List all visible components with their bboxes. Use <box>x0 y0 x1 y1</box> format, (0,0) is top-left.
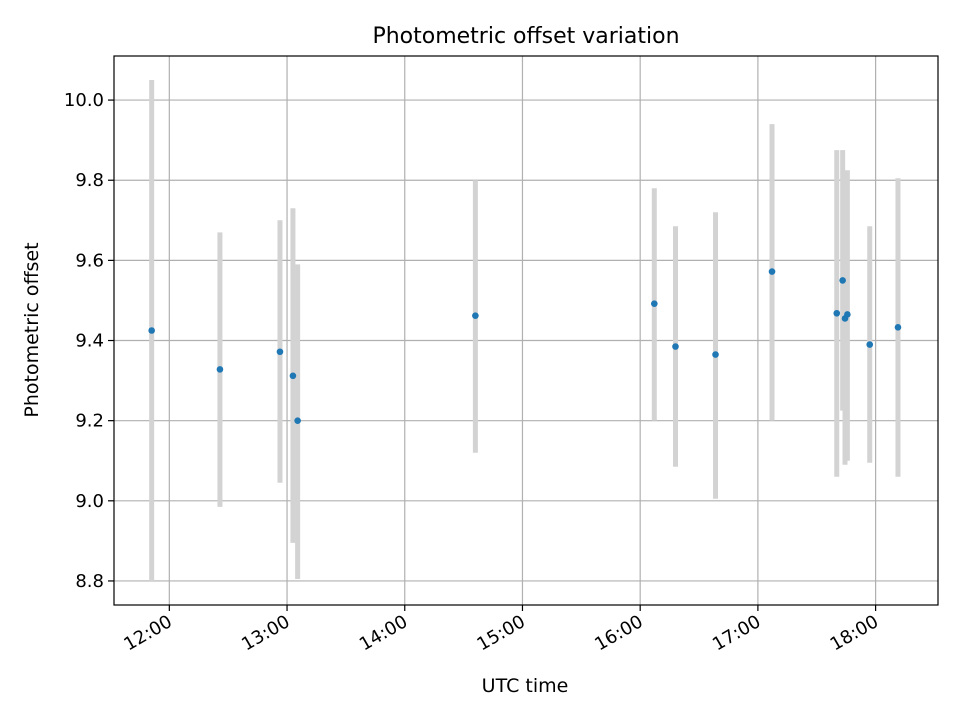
data-point <box>472 312 479 319</box>
y-tick-label: 8.8 <box>75 571 104 592</box>
y-tick-label: 10.0 <box>64 90 104 111</box>
data-point <box>894 323 902 331</box>
data-point <box>276 348 284 356</box>
data-point <box>216 366 224 373</box>
y-tick-label: 9.4 <box>75 331 104 352</box>
data-point <box>839 277 846 284</box>
y-axis-ticks: 8.8 9.0 9.2 9.4 9.6 9.8 10.0 <box>64 90 114 592</box>
data-point <box>294 417 301 424</box>
plot-frame <box>113 55 939 606</box>
y-tick-label: 9.6 <box>75 250 104 271</box>
data-point <box>768 268 776 275</box>
chart-title: Photometric offset variation <box>372 24 679 49</box>
y-axis-label: Photometric offset <box>21 242 43 417</box>
data-points <box>148 268 902 424</box>
data-point <box>672 343 679 350</box>
x-axis-label: UTC time <box>482 675 569 697</box>
data-point <box>844 311 851 318</box>
data-point <box>289 372 297 380</box>
y-tick-label: 9.2 <box>75 411 104 432</box>
data-point <box>712 351 719 358</box>
data-point <box>148 327 155 334</box>
data-point <box>866 341 874 348</box>
y-tick-label: 9.0 <box>75 491 104 512</box>
y-tick-label: 9.8 <box>75 170 104 191</box>
data-point <box>833 309 841 317</box>
data-point <box>651 300 658 307</box>
grid-lines <box>114 56 938 605</box>
